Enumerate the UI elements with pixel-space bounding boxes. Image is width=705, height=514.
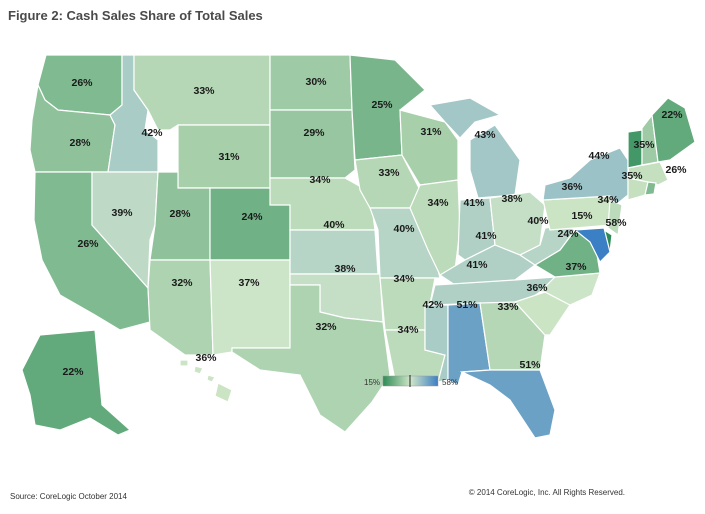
label-AZ: 32% — [171, 277, 193, 289]
state-AK[interactable] — [21, 329, 132, 436]
label-MD: 58% — [605, 217, 627, 229]
label-MA: 35% — [621, 170, 643, 182]
label-AK: 22% — [62, 366, 84, 378]
figure-title: Figure 2: Cash Sales Share of Total Sale… — [8, 8, 263, 23]
source-note: Source: CoreLogic October 2014 — [10, 492, 127, 501]
us-choropleth-map: 26% 28% 26% 42% 39% 33% 31% 28% 24% 32% … — [21, 54, 696, 439]
label-ND: 30% — [305, 76, 327, 88]
label-NY: 44% — [588, 150, 610, 162]
label-FL: 51% — [519, 359, 541, 371]
state-NM[interactable] — [209, 259, 291, 356]
state-SC[interactable] — [513, 291, 571, 336]
label-WV: 40% — [527, 215, 549, 227]
label-NE: 34% — [309, 174, 331, 186]
label-NJ: 34% — [597, 194, 619, 206]
state-TX[interactable] — [231, 284, 391, 433]
label-KS: 40% — [323, 219, 345, 231]
label-CA: 26% — [77, 238, 99, 250]
state-MD[interactable] — [573, 227, 611, 264]
label-NC: 37% — [565, 261, 587, 273]
label-AL: 51% — [456, 299, 478, 311]
label-IL: 34% — [427, 197, 449, 209]
label-KY: 41% — [475, 230, 497, 242]
label-TN: 41% — [466, 259, 488, 271]
legend-max-label: 58% — [442, 378, 458, 387]
label-OR: 28% — [69, 137, 91, 149]
label-IA: 33% — [378, 167, 400, 179]
state-ME[interactable] — [651, 97, 696, 163]
label-GA: 33% — [497, 301, 519, 313]
label-MI: 43% — [474, 129, 496, 141]
state-GA[interactable] — [479, 301, 546, 371]
label-IN: 41% — [463, 197, 485, 209]
label-ID: 42% — [141, 127, 163, 139]
label-CT: 35% — [633, 139, 655, 151]
label-NV: 39% — [111, 207, 133, 219]
label-TX: 32% — [315, 321, 337, 333]
state-AZ[interactable] — [147, 259, 214, 356]
copyright-note: © 2014 CoreLogic, Inc. All Rights Reserv… — [468, 488, 625, 497]
state-NJ[interactable] — [607, 199, 623, 237]
label-OK: 38% — [334, 263, 356, 275]
state-MA[interactable] — [627, 161, 669, 186]
label-RI: 26% — [665, 164, 687, 176]
label-OH: 38% — [501, 193, 523, 205]
label-AR: 34% — [393, 273, 415, 285]
label-HI: 36% — [195, 352, 217, 364]
label-MS: 42% — [422, 299, 444, 311]
label-MT: 33% — [193, 85, 215, 97]
label-MN: 25% — [371, 99, 393, 111]
label-CO: 24% — [241, 211, 263, 223]
label-PA: 36% — [561, 181, 583, 193]
label-MO: 40% — [393, 223, 415, 235]
state-FL[interactable] — [459, 369, 556, 439]
label-NM: 37% — [238, 277, 260, 289]
state-SD[interactable] — [269, 109, 356, 179]
label-WI: 31% — [420, 126, 442, 138]
label-VA: 24% — [557, 228, 579, 240]
label-ME: 22% — [661, 109, 683, 121]
label-WA: 26% — [71, 77, 93, 89]
legend-min-label: 15% — [364, 378, 380, 387]
label-DE: 15% — [571, 210, 593, 222]
label-SD: 29% — [303, 127, 325, 139]
label-SC: 36% — [526, 282, 548, 294]
state-HI[interactable] — [179, 359, 233, 403]
label-UT: 28% — [169, 208, 191, 220]
state-RI[interactable] — [644, 181, 657, 196]
label-LA: 34% — [397, 324, 419, 336]
label-WY: 31% — [218, 151, 240, 163]
